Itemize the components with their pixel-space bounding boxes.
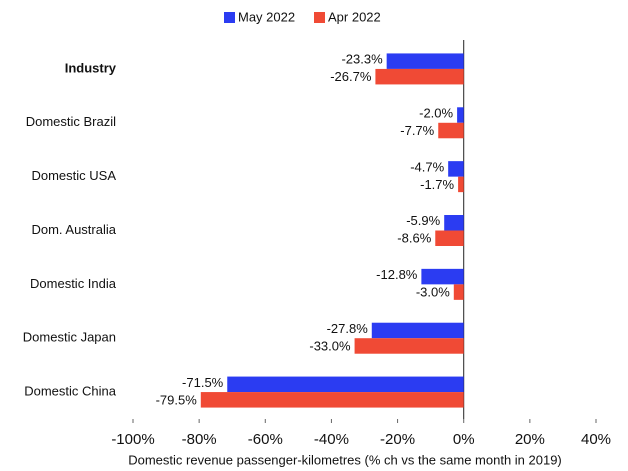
bar [458,176,464,193]
bar [448,161,464,177]
y-tick-label: Dom. Australia [31,222,116,237]
bar [438,122,464,139]
bar [421,268,464,285]
bar [375,68,464,85]
y-tick-label: Domestic USA [31,168,116,183]
data-label: -71.5% [182,375,224,390]
y-tick-label: Domestic Brazil [26,114,116,129]
y-tick-label: Industry [65,60,117,75]
bar [200,392,464,408]
bar [444,215,464,231]
bar [354,338,464,354]
data-label: -2.0% [419,105,453,120]
data-label: -4.7% [410,159,444,174]
data-label: -12.8% [376,267,418,282]
legend-label: May 2022 [238,9,295,24]
data-label: -23.3% [341,52,383,67]
x-axis-label: Domestic revenue passenger-kilometres (%… [128,452,562,467]
data-label: -27.8% [327,321,369,336]
x-tick-label: -60% [248,431,283,448]
bar [457,107,464,123]
y-tick-label: Domestic India [30,276,117,291]
bar [386,53,464,69]
bar [371,322,464,339]
x-tick-label: 20% [515,431,545,448]
data-label: -5.9% [406,213,440,228]
x-tick-label: 0% [453,431,475,448]
bar [435,230,464,246]
data-label: -8.6% [397,231,431,246]
data-label: -33.0% [309,338,351,353]
data-label: -3.0% [416,285,450,300]
y-tick-label: Domestic China [24,384,117,399]
legend-swatch [224,12,235,23]
x-tick-label: -80% [182,431,217,448]
data-label: -1.7% [420,177,454,192]
data-label: -26.7% [330,69,372,84]
legend-swatch [314,12,325,23]
x-tick-label: -100% [111,431,154,448]
data-label: -79.5% [156,392,198,407]
y-tick-label: Domestic Japan [23,330,116,345]
x-tick-label: -20% [380,431,415,448]
bar [227,376,464,393]
x-tick-label: 40% [581,431,611,448]
bar [453,284,464,300]
legend-label: Apr 2022 [328,9,381,24]
x-tick-label: -40% [314,431,349,448]
data-label: -7.7% [400,123,434,138]
